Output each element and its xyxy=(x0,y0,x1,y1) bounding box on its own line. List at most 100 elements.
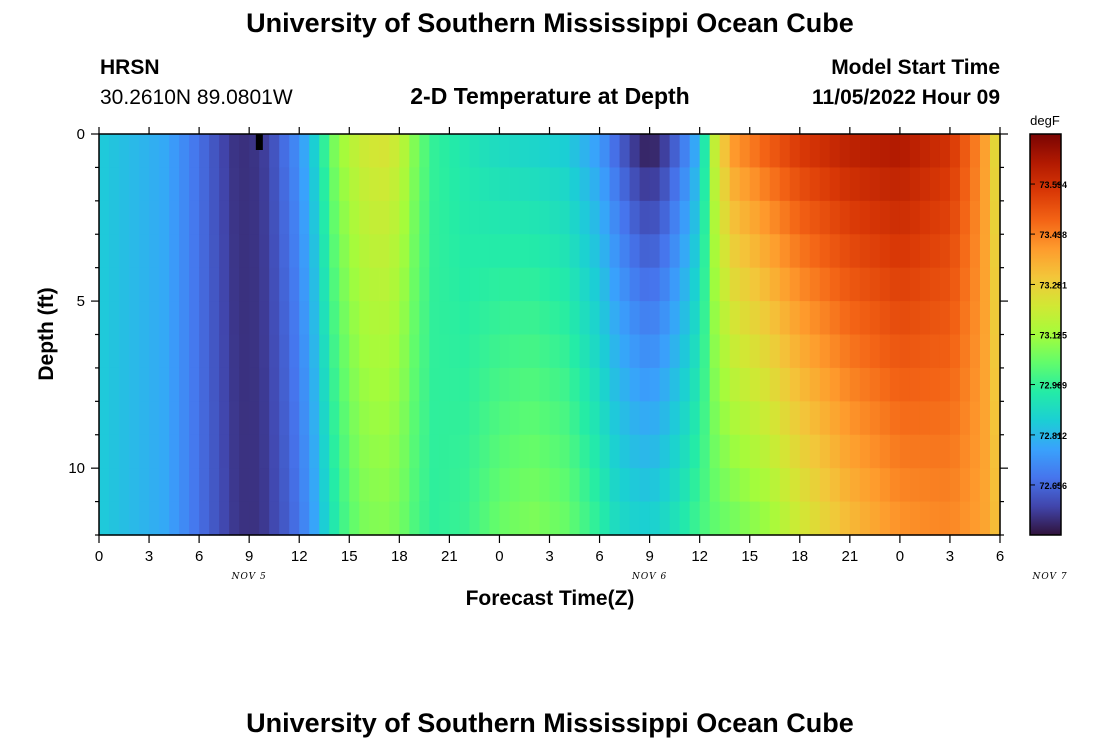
heatmap-cell xyxy=(179,200,190,235)
heatmap-cell xyxy=(749,134,761,169)
heatmap-cell xyxy=(589,167,601,202)
heatmap-cell xyxy=(669,200,681,235)
heatmap-cell xyxy=(589,267,601,302)
heatmap-cell xyxy=(509,401,521,436)
heatmap-cell xyxy=(439,167,450,202)
heatmap-cell xyxy=(209,501,220,536)
heatmap-cell xyxy=(339,501,350,536)
heatmap-cell xyxy=(259,468,270,503)
heatmap-cell xyxy=(949,401,961,436)
heatmap-cell xyxy=(929,301,941,336)
heatmap-cell xyxy=(719,501,731,536)
heatmap-cell xyxy=(929,267,941,302)
heatmap-cell xyxy=(509,501,521,536)
heatmap-cell xyxy=(879,468,891,503)
heatmap-cell xyxy=(769,267,781,302)
heatmap-cell xyxy=(259,301,270,336)
heatmap-cell xyxy=(979,134,991,169)
x-tick-label: 15 xyxy=(341,548,358,565)
heatmap-cell xyxy=(99,367,110,402)
heatmap-cell xyxy=(249,367,260,402)
heatmap-cell xyxy=(569,234,581,269)
heatmap-cell xyxy=(189,301,200,336)
heatmap-cell xyxy=(719,401,731,436)
heatmap-cell xyxy=(479,334,491,369)
heatmap-cell xyxy=(389,167,400,202)
heatmap-cell xyxy=(849,134,861,169)
heatmap-cell xyxy=(159,301,170,336)
heatmap-cell xyxy=(779,501,791,536)
heatmap-cell xyxy=(219,401,230,436)
heatmap-cell xyxy=(629,267,641,302)
heatmap-cell xyxy=(989,401,1001,436)
heatmap-cell xyxy=(789,134,801,169)
heatmap-cell xyxy=(139,301,150,336)
heatmap-cell xyxy=(309,267,320,302)
heatmap-cell xyxy=(689,501,701,536)
heatmap-cell xyxy=(809,267,821,302)
heatmap-cell xyxy=(919,401,931,436)
heatmap-cell xyxy=(579,434,591,469)
heatmap-cell xyxy=(599,468,611,503)
heatmap-cell xyxy=(659,501,671,536)
heatmap-cell xyxy=(699,334,711,369)
heatmap-cell xyxy=(889,267,901,302)
heatmap-cell xyxy=(739,367,751,402)
heatmap-cell xyxy=(709,234,721,269)
heatmap-cell xyxy=(499,167,511,202)
heatmap-cell xyxy=(279,234,290,269)
heatmap-cell xyxy=(939,468,951,503)
heatmap-cell xyxy=(159,334,170,369)
heatmap-cell xyxy=(769,367,781,402)
heatmap-cell xyxy=(579,401,591,436)
heatmap-cell xyxy=(919,234,931,269)
heatmap-cell xyxy=(349,167,360,202)
heatmap-cell xyxy=(229,334,240,369)
heatmap-cell xyxy=(749,401,761,436)
heatmap-cell xyxy=(679,401,691,436)
heatmap-cell xyxy=(969,200,981,235)
heatmap-cell xyxy=(669,367,681,402)
heatmap-cell xyxy=(739,134,751,169)
heatmap-cell xyxy=(379,334,390,369)
heatmap-cell xyxy=(699,301,711,336)
heatmap-cell xyxy=(209,301,220,336)
heatmap-cell xyxy=(449,301,460,336)
heatmap-cell xyxy=(209,267,220,302)
heatmap-cell xyxy=(99,334,110,369)
heatmap-cell xyxy=(719,234,731,269)
heatmap-cell xyxy=(299,301,310,336)
heatmap-cell xyxy=(559,200,571,235)
heatmap-cell xyxy=(479,267,491,302)
heatmap-cell xyxy=(899,367,911,402)
heatmap-cell xyxy=(559,234,571,269)
heatmap-cell xyxy=(449,267,460,302)
heatmap-cell xyxy=(799,434,811,469)
heatmap-cell xyxy=(669,167,681,202)
heatmap-cell xyxy=(279,468,290,503)
heatmap-cell xyxy=(419,401,430,436)
heatmap-cell xyxy=(259,167,270,202)
heatmap-cell xyxy=(499,434,511,469)
colorbar-tick-label: 73.125 xyxy=(1039,331,1067,341)
heatmap-cell xyxy=(949,334,961,369)
heatmap-cell xyxy=(469,434,481,469)
heatmap-cell xyxy=(649,468,661,503)
heatmap-cell xyxy=(839,401,851,436)
heatmap-cell xyxy=(469,134,481,169)
heatmap-cell xyxy=(479,468,491,503)
heatmap-cell xyxy=(489,267,501,302)
heatmap-cell xyxy=(799,334,811,369)
heatmap-cell xyxy=(929,134,941,169)
heatmap-cell xyxy=(549,334,561,369)
heatmap-cell xyxy=(439,367,450,402)
heatmap-cell xyxy=(869,468,881,503)
heatmap-cell xyxy=(149,501,160,536)
heatmap-cell xyxy=(179,301,190,336)
heatmap-cell xyxy=(179,334,190,369)
x-tick-label: 21 xyxy=(841,548,858,565)
heatmap-cell xyxy=(429,334,440,369)
heatmap-cell xyxy=(769,200,781,235)
x-tick-label: 3 xyxy=(145,548,153,565)
heatmap-cell xyxy=(419,301,430,336)
